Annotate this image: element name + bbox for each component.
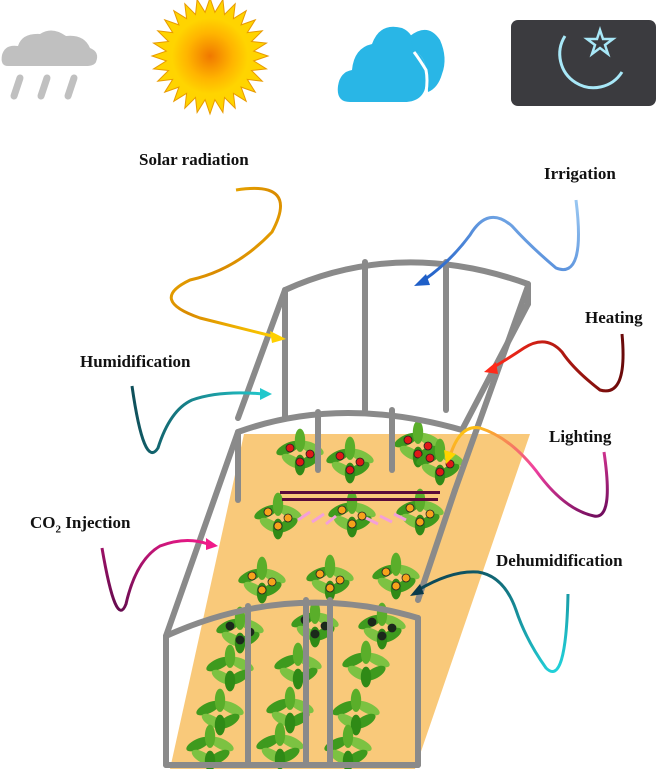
solar-radiation-arrow	[169, 186, 286, 343]
fruit	[415, 517, 425, 527]
moon-star-icon	[511, 20, 656, 106]
fruit	[295, 457, 305, 467]
humidification-label: Humidification	[80, 352, 191, 371]
cloud-icon	[337, 26, 445, 102]
fruit	[357, 511, 367, 521]
heating-label: Heating	[585, 308, 643, 327]
fruit	[263, 507, 273, 517]
dehumidification-label: Dehumidification	[496, 551, 623, 570]
fruit	[337, 505, 347, 515]
fruit	[273, 521, 283, 531]
fruit	[283, 513, 293, 523]
fruit	[347, 519, 357, 529]
humidification-arrow	[130, 385, 272, 455]
co2-injection-label: CO2 Injection	[30, 514, 130, 535]
fruit	[425, 509, 435, 519]
irrigation-label: Irrigation	[544, 164, 616, 183]
co2-injection-arrow	[100, 538, 218, 612]
fruit	[345, 465, 355, 475]
fruit	[225, 621, 235, 631]
fruit	[367, 617, 377, 627]
solar-radiation-label: Solar radiation	[139, 150, 249, 169]
plant-rows	[184, 420, 466, 769]
fruit	[335, 451, 345, 461]
fruit	[257, 585, 267, 595]
fruit	[405, 503, 415, 513]
grow-lamp	[280, 491, 440, 526]
fruit	[267, 577, 277, 587]
fruit	[235, 635, 245, 645]
fruit	[315, 569, 325, 579]
fruit	[335, 575, 345, 585]
greenhouse-frame	[163, 259, 531, 768]
fruit	[377, 631, 387, 641]
fruit	[391, 581, 401, 591]
sun-icon	[150, 0, 270, 116]
fruit	[403, 435, 413, 445]
fruit	[305, 449, 315, 459]
irrigation-arrow	[414, 199, 580, 286]
fruit	[381, 567, 391, 577]
rain-cloud-icon	[1, 30, 98, 100]
fruit	[401, 573, 411, 583]
fruit	[387, 623, 397, 633]
fruit	[247, 571, 257, 581]
co2-subscript: 2	[55, 523, 62, 536]
fruit	[355, 457, 365, 467]
fruit	[413, 449, 423, 459]
fruit	[435, 467, 445, 477]
fruit	[423, 441, 433, 451]
lighting-arrow	[444, 426, 609, 518]
fruit	[285, 443, 295, 453]
injection-text: Injection	[61, 513, 131, 532]
fruit	[425, 453, 435, 463]
fruit	[310, 629, 320, 639]
dehumidification-arrow	[410, 570, 570, 673]
co2-text: CO	[30, 513, 56, 532]
fruit	[325, 583, 335, 593]
lighting-label: Lighting	[549, 427, 612, 446]
heating-arrow	[484, 333, 625, 393]
